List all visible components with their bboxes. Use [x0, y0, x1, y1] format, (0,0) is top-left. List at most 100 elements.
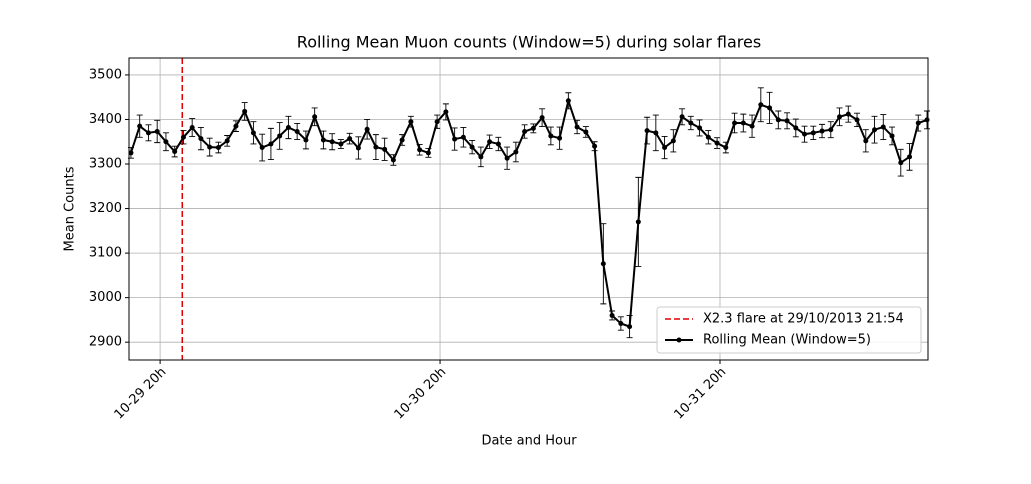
- marker: [732, 120, 738, 126]
- marker: [303, 137, 309, 143]
- marker: [294, 128, 300, 134]
- y-tick-label: 2900: [89, 335, 122, 350]
- marker: [137, 123, 143, 129]
- marker: [662, 145, 668, 151]
- marker: [767, 105, 773, 111]
- x-axis-label: Date and Hour: [481, 434, 577, 449]
- marker: [487, 139, 493, 145]
- marker: [452, 136, 458, 142]
- y-axis-label: Mean Counts: [63, 166, 78, 251]
- marker: [224, 138, 230, 144]
- marker: [907, 154, 913, 160]
- marker: [172, 149, 178, 155]
- marker: [837, 114, 843, 120]
- marker: [434, 119, 440, 125]
- marker: [898, 160, 904, 166]
- marker: [793, 125, 799, 131]
- marker: [347, 136, 353, 142]
- marker: [697, 125, 703, 131]
- marker: [854, 117, 860, 123]
- marker: [390, 157, 396, 163]
- y-tick-label: 3200: [89, 201, 122, 216]
- x-tick-label: 10-29 20h: [112, 365, 170, 423]
- x-tick-label: 10-30 20h: [392, 365, 450, 423]
- marker: [250, 130, 256, 136]
- marker: [705, 134, 711, 140]
- y-tick-label: 3000: [89, 290, 122, 305]
- marker: [618, 320, 624, 326]
- marker: [802, 131, 808, 137]
- marker: [915, 120, 921, 126]
- marker: [312, 114, 318, 120]
- legend-swatch: [676, 337, 682, 343]
- marker: [627, 324, 633, 330]
- marker: [154, 128, 160, 134]
- marker: [609, 312, 615, 318]
- marker: [583, 129, 589, 135]
- marker: [635, 219, 641, 225]
- marker: [653, 130, 659, 136]
- marker: [443, 109, 449, 115]
- marker: [924, 117, 930, 123]
- marker: [364, 126, 370, 132]
- marker: [600, 261, 606, 267]
- marker: [775, 117, 781, 123]
- marker: [399, 137, 405, 143]
- marker: [688, 120, 694, 126]
- y-tick-label: 3500: [89, 67, 122, 82]
- marker: [810, 130, 816, 136]
- marker: [679, 114, 685, 120]
- marker: [889, 133, 895, 139]
- marker: [268, 141, 274, 147]
- y-tick-label: 3300: [89, 157, 122, 172]
- marker: [539, 115, 545, 121]
- marker: [740, 120, 746, 126]
- marker: [320, 137, 326, 143]
- marker: [513, 149, 519, 155]
- marker: [522, 128, 528, 134]
- legend-box: [656, 306, 922, 354]
- marker: [355, 145, 361, 151]
- y-tick-label: 3100: [89, 246, 122, 261]
- marker: [723, 145, 729, 151]
- marker: [163, 139, 169, 145]
- marker: [548, 133, 554, 139]
- marker: [189, 124, 195, 130]
- marker: [215, 145, 221, 151]
- marker: [565, 98, 571, 104]
- x-tick-label: 10-31 20h: [672, 365, 730, 423]
- plot-frame: [128, 57, 929, 361]
- marker: [758, 102, 764, 108]
- marker: [592, 143, 598, 149]
- marker: [373, 144, 379, 150]
- marker: [530, 125, 536, 131]
- marker: [469, 144, 475, 150]
- marker: [644, 128, 650, 134]
- legend-label: X2.3 flare at 29/10/2013 21:54: [703, 312, 904, 327]
- marker: [180, 134, 186, 140]
- marker: [872, 127, 878, 133]
- marker: [145, 130, 151, 136]
- marker: [285, 124, 291, 130]
- series-line: [129, 97, 928, 328]
- marker: [329, 139, 335, 145]
- marker: [277, 133, 283, 139]
- marker: [478, 154, 484, 160]
- marker: [233, 123, 239, 129]
- marker: [128, 150, 134, 156]
- marker: [863, 138, 869, 144]
- marker: [495, 141, 501, 147]
- marker: [714, 140, 720, 146]
- marker: [880, 124, 886, 130]
- marker: [819, 128, 825, 134]
- marker: [845, 111, 851, 117]
- legend-label: Rolling Mean (Window=5): [703, 333, 871, 348]
- marker: [460, 134, 466, 140]
- marker: [749, 123, 755, 129]
- chart-title: Rolling Mean Muon counts (Window=5) duri…: [297, 33, 761, 52]
- marker: [338, 141, 344, 147]
- marker: [504, 155, 510, 161]
- marker: [828, 127, 834, 133]
